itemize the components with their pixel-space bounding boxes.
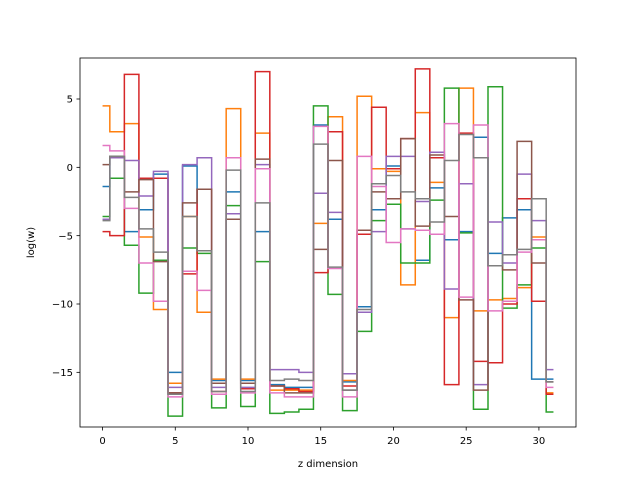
y-tick-label: −5	[58, 231, 73, 242]
y-axis: −15 −10 −5 0 5	[52, 95, 80, 379]
x-tick-label: 30	[533, 436, 546, 447]
x-tick-label: 15	[314, 436, 327, 447]
y-tick-label: −15	[52, 368, 73, 379]
y-tick-label: −10	[52, 300, 73, 311]
x-axis-label: z dimension	[298, 459, 358, 470]
x-tick-label: 10	[242, 436, 255, 447]
x-tick-label: 5	[172, 436, 178, 447]
x-tick-label: 0	[99, 436, 105, 447]
series-line-3	[102, 85, 554, 417]
y-tick-label: 0	[67, 163, 73, 174]
y-tick-label: 5	[67, 95, 73, 106]
x-axis: 0 5 10 15 20 25 30	[99, 427, 545, 447]
axes-frame	[79, 57, 577, 428]
x-tick-label: 20	[387, 436, 400, 447]
x-tick-label: 25	[460, 436, 473, 447]
series-line-2	[102, 87, 554, 394]
y-axis-label: log(w)	[26, 227, 37, 258]
series-layer	[102, 68, 554, 417]
series-line-8	[102, 133, 554, 395]
series-line-7	[102, 122, 554, 398]
